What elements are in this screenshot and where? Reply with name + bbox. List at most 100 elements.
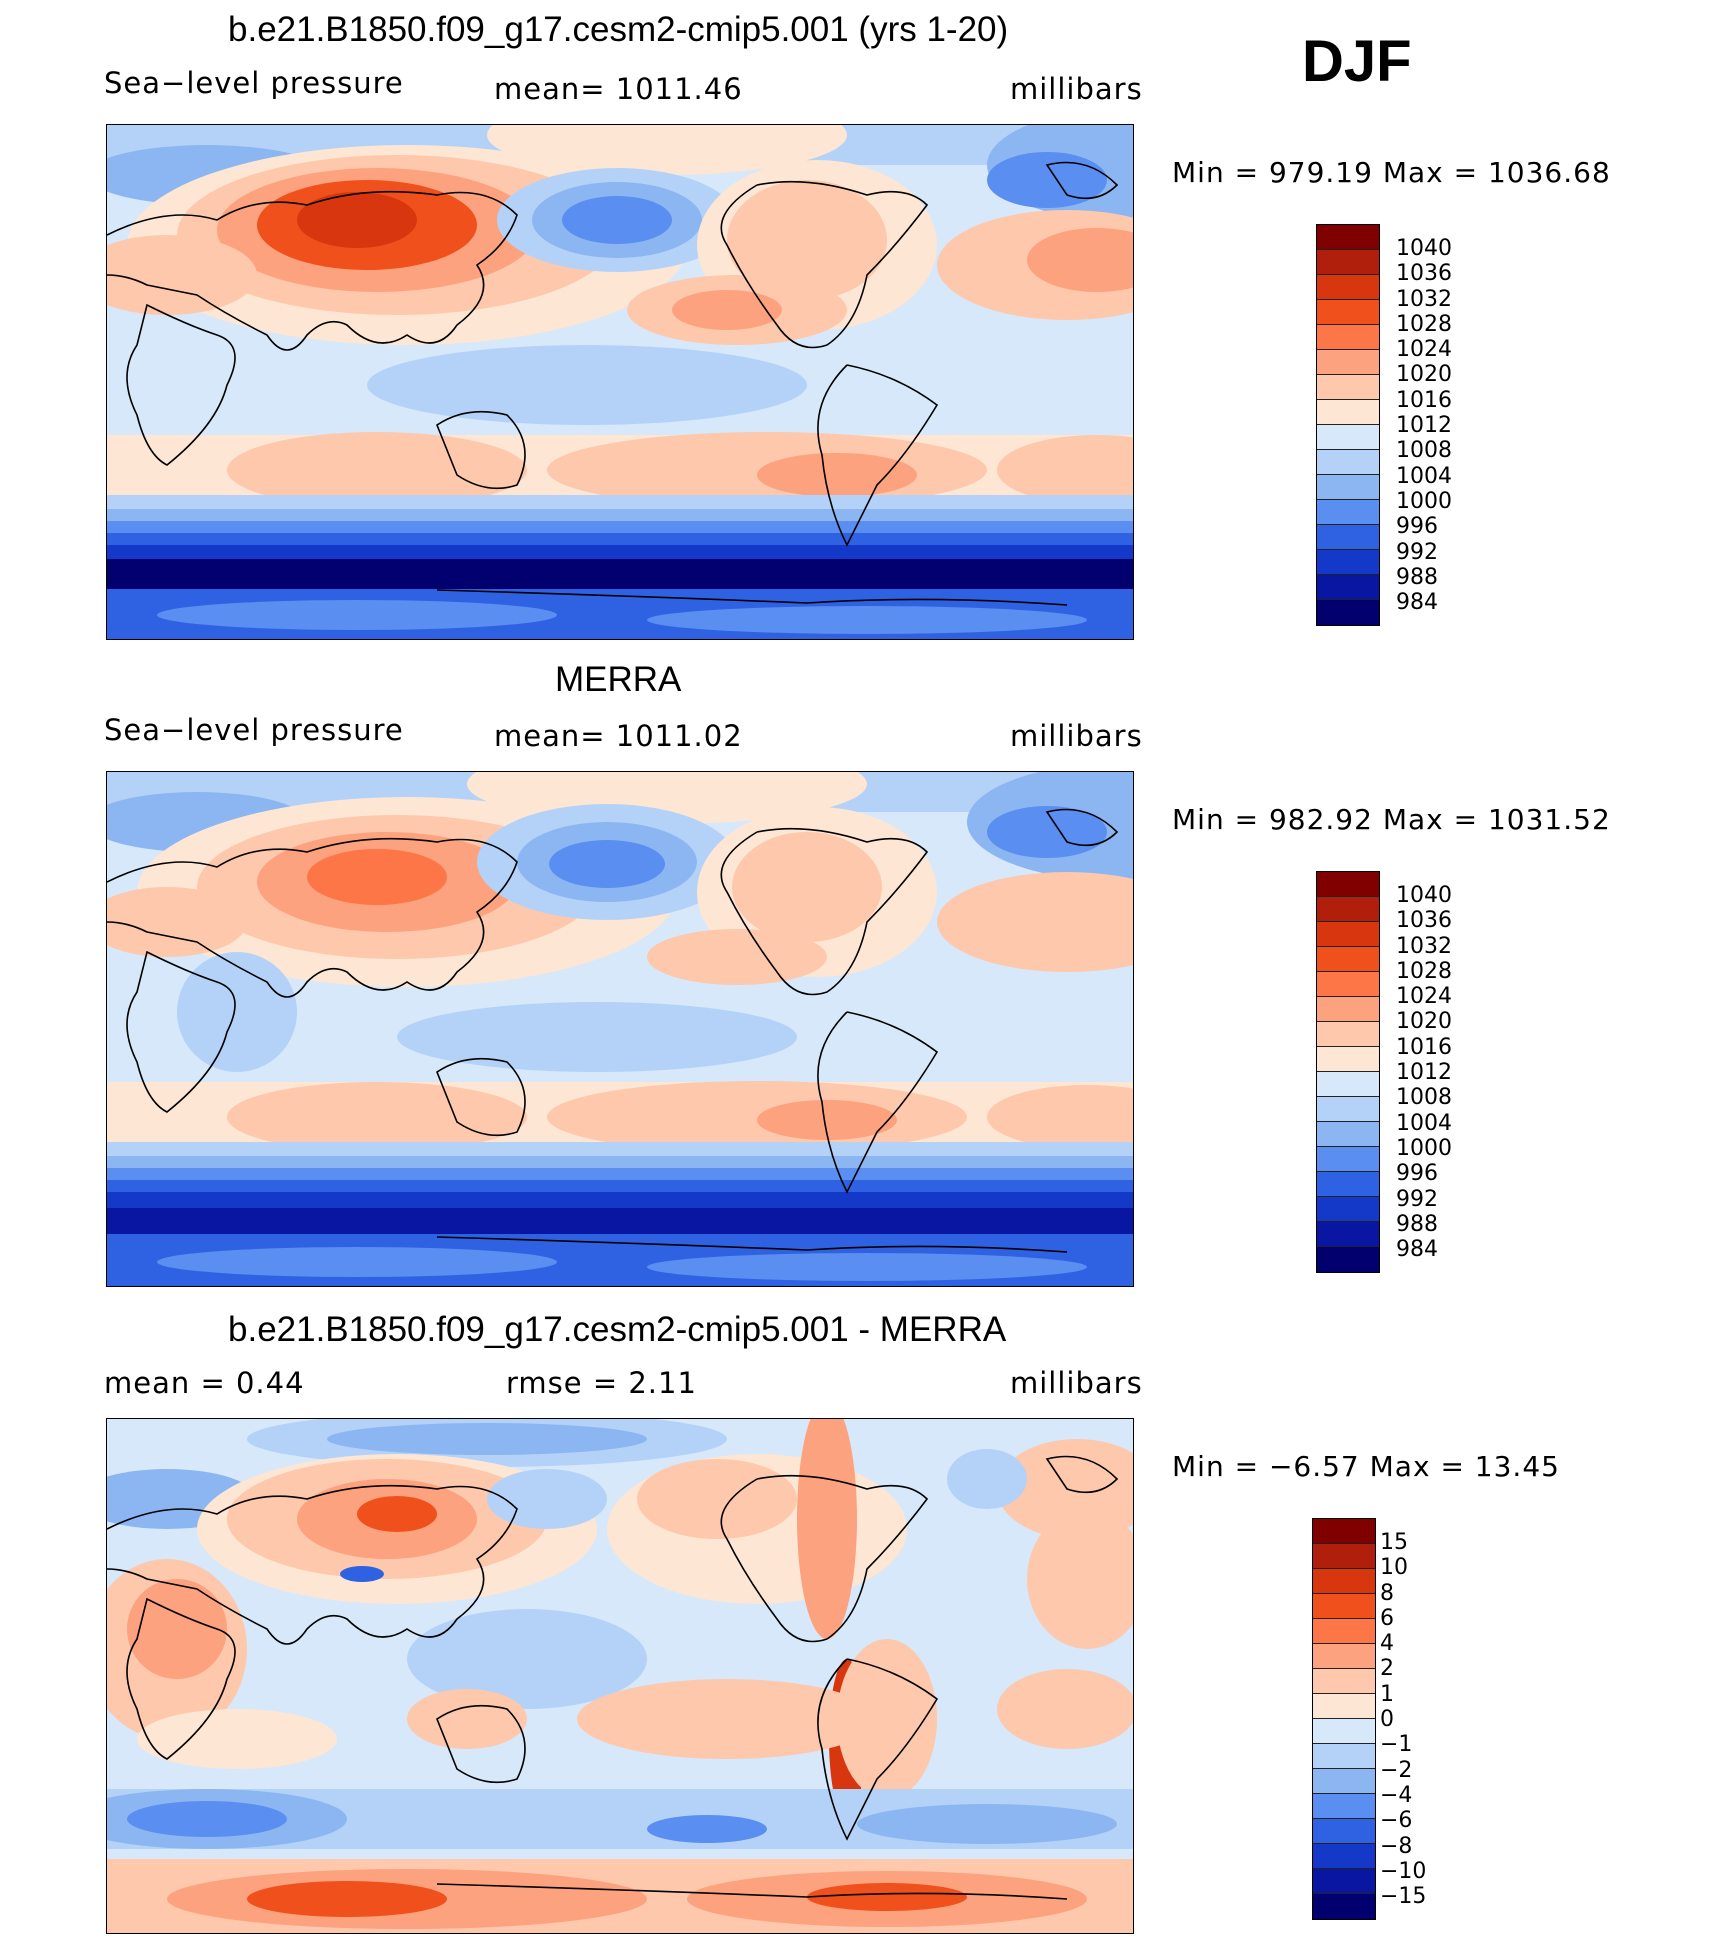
colorbar-swatch bbox=[1313, 1619, 1375, 1644]
colorbar-label: 992 bbox=[1396, 1186, 1438, 1212]
colorbar-label: 1040 bbox=[1396, 236, 1452, 261]
colorbar-label: −15 bbox=[1380, 1884, 1427, 1910]
panel1-colorbar bbox=[1316, 224, 1380, 626]
panel3-units-label: millibars bbox=[1010, 1366, 1143, 1400]
colorbar-label: 1040 bbox=[1396, 883, 1452, 908]
colorbar-swatch bbox=[1317, 475, 1379, 500]
colorbar-label: 1012 bbox=[1396, 413, 1452, 439]
colorbar-label: 1024 bbox=[1396, 984, 1452, 1010]
colorbar-swatch bbox=[1317, 997, 1379, 1022]
colorbar-swatch bbox=[1313, 1644, 1375, 1669]
colorbar-swatch bbox=[1313, 1844, 1375, 1869]
colorbar-swatch bbox=[1313, 1744, 1375, 1769]
colorbar-swatch bbox=[1317, 922, 1379, 947]
colorbar-swatch bbox=[1317, 1022, 1379, 1047]
colorbar-swatch bbox=[1313, 1569, 1375, 1594]
colorbar-label: 1000 bbox=[1396, 488, 1452, 514]
colorbar-label: 1032 bbox=[1396, 286, 1452, 312]
colorbar-swatch bbox=[1313, 1519, 1375, 1544]
colorbar-swatch bbox=[1313, 1819, 1375, 1844]
colorbar-swatch bbox=[1313, 1544, 1375, 1569]
colorbar-swatch bbox=[1317, 350, 1379, 375]
colorbar-swatch bbox=[1313, 1894, 1375, 1919]
colorbar-label: 1028 bbox=[1396, 311, 1452, 337]
season-label: DJF bbox=[1302, 29, 1412, 94]
colorbar-label: −1 bbox=[1380, 1732, 1413, 1758]
colorbar-label: 1036 bbox=[1396, 908, 1452, 934]
colorbar-swatch bbox=[1317, 1047, 1379, 1072]
colorbar-label: 992 bbox=[1396, 539, 1438, 565]
panel3-title: b.e21.B1850.f09_g17.cesm2-cmip5.001 - ME… bbox=[228, 1310, 1007, 1349]
panel2-map bbox=[106, 771, 1134, 1287]
panel3-colorbar-labels: 15 10 8 6 4 2 1 0 −1 −2 −4 −6 −8 −10 −15 bbox=[1380, 1530, 1426, 1909]
colorbar-label: 988 bbox=[1396, 564, 1438, 590]
colorbar-label: 4 bbox=[1380, 1631, 1394, 1657]
colorbar-label: 15 bbox=[1380, 1530, 1408, 1555]
panel3-colorbar bbox=[1312, 1518, 1376, 1920]
panel3-mean-label: mean = 0.44 bbox=[104, 1366, 305, 1400]
colorbar-label: 8 bbox=[1380, 1580, 1394, 1606]
colorbar-label: 1 bbox=[1380, 1681, 1394, 1707]
colorbar-swatch bbox=[1317, 575, 1379, 600]
colorbar-swatch bbox=[1317, 1072, 1379, 1097]
colorbar-swatch bbox=[1313, 1769, 1375, 1794]
panel1-minmax-label: Min = 979.19 Max = 1036.68 bbox=[1172, 156, 1611, 189]
colorbar-label: 1000 bbox=[1396, 1135, 1452, 1161]
colorbar-label: 1028 bbox=[1396, 958, 1452, 984]
panel2-title: MERRA bbox=[555, 660, 682, 699]
panel1-variable-label: Sea−level pressure bbox=[104, 66, 404, 100]
colorbar-label: 988 bbox=[1396, 1211, 1438, 1237]
colorbar-swatch bbox=[1313, 1794, 1375, 1819]
colorbar-label: 984 bbox=[1396, 590, 1438, 616]
colorbar-swatch bbox=[1317, 450, 1379, 475]
colorbar-swatch bbox=[1317, 400, 1379, 425]
colorbar-swatch bbox=[1317, 1122, 1379, 1147]
colorbar-swatch bbox=[1317, 500, 1379, 525]
colorbar-swatch bbox=[1317, 375, 1379, 400]
colorbar-swatch bbox=[1317, 550, 1379, 575]
panel1-mean-label: mean= 1011.46 bbox=[494, 72, 743, 106]
colorbar-swatch bbox=[1317, 1197, 1379, 1222]
panel1-units-label: millibars bbox=[1010, 72, 1143, 106]
colorbar-swatch bbox=[1317, 525, 1379, 550]
colorbar-label: 1036 bbox=[1396, 261, 1452, 287]
panel3-minmax-label: Min = −6.57 Max = 13.45 bbox=[1172, 1450, 1560, 1483]
colorbar-swatch bbox=[1317, 897, 1379, 922]
panel2-mean-label: mean= 1011.02 bbox=[494, 719, 743, 753]
colorbar-label: 996 bbox=[1396, 1161, 1438, 1187]
colorbar-label: 1004 bbox=[1396, 463, 1452, 489]
colorbar-label: 984 bbox=[1396, 1237, 1438, 1263]
panel1-map bbox=[106, 124, 1134, 640]
colorbar-label: −10 bbox=[1380, 1858, 1427, 1884]
colorbar-label: 1020 bbox=[1396, 1009, 1452, 1035]
colorbar-label: −8 bbox=[1380, 1833, 1413, 1859]
colorbar-swatch bbox=[1317, 1222, 1379, 1247]
colorbar-swatch bbox=[1317, 947, 1379, 972]
colorbar-swatch bbox=[1317, 325, 1379, 350]
colorbar-label: 1016 bbox=[1396, 387, 1452, 413]
colorbar-swatch bbox=[1313, 1694, 1375, 1719]
colorbar-swatch bbox=[1317, 972, 1379, 997]
panel3-map bbox=[106, 1418, 1134, 1934]
panel2-colorbar bbox=[1316, 871, 1380, 1273]
colorbar-label: 0 bbox=[1380, 1707, 1394, 1733]
colorbar-swatch bbox=[1313, 1669, 1375, 1694]
colorbar-label: 996 bbox=[1396, 514, 1438, 540]
colorbar-swatch bbox=[1317, 1247, 1379, 1272]
colorbar-swatch bbox=[1313, 1594, 1375, 1619]
colorbar-swatch bbox=[1317, 1172, 1379, 1197]
panel2-variable-label: Sea−level pressure bbox=[104, 713, 404, 747]
colorbar-label: 1016 bbox=[1396, 1034, 1452, 1060]
panel2-units-label: millibars bbox=[1010, 719, 1143, 753]
colorbar-label: 1004 bbox=[1396, 1110, 1452, 1136]
colorbar-label: −2 bbox=[1380, 1757, 1413, 1783]
colorbar-swatch bbox=[1317, 250, 1379, 275]
colorbar-label: 1008 bbox=[1396, 1085, 1452, 1111]
colorbar-label: 1024 bbox=[1396, 337, 1452, 363]
colorbar-label: −6 bbox=[1380, 1808, 1413, 1834]
colorbar-label: 1032 bbox=[1396, 933, 1452, 959]
colorbar-swatch bbox=[1317, 300, 1379, 325]
colorbar-label: 1012 bbox=[1396, 1060, 1452, 1086]
colorbar-swatch bbox=[1317, 425, 1379, 450]
panel2-colorbar-labels: 1040 1036 1032 1028 1024 1020 1016 1012 … bbox=[1396, 883, 1452, 1262]
